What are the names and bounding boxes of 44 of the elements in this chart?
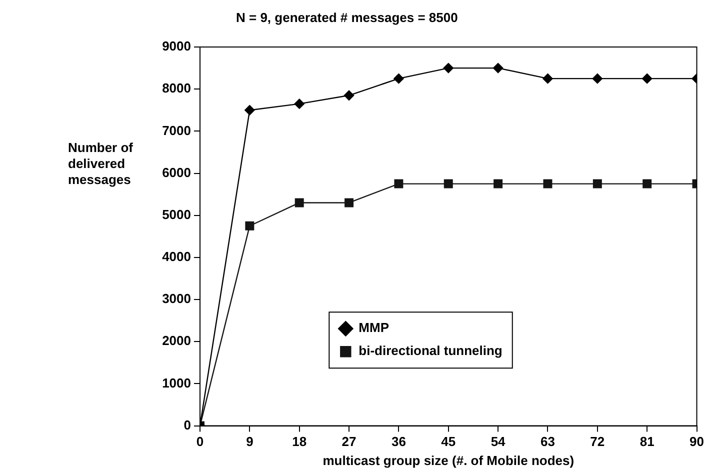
- point: [443, 62, 454, 74]
- x-axis-title: multicast group size (#. of Mobile nodes): [322, 452, 574, 468]
- point: [543, 179, 552, 188]
- x-tick-label: 36: [391, 434, 406, 450]
- point: [492, 62, 504, 74]
- y-tick-label: 2000: [162, 333, 191, 348]
- point: [394, 73, 404, 84]
- point: [592, 179, 602, 188]
- y-tick-label: 8000: [162, 80, 191, 96]
- y-axis-title: Number of delivered messages: [68, 140, 134, 188]
- x-tick-label: 27: [342, 434, 356, 450]
- y-tick-label: 6000: [162, 164, 191, 180]
- x-tick-label: 9: [246, 434, 254, 450]
- y-tick-label: 4000: [162, 249, 191, 264]
- y-tick-label: 1000: [162, 375, 191, 390]
- x-tick-label: 90: [690, 434, 704, 450]
- point: [642, 73, 652, 84]
- point: [294, 198, 304, 208]
- point: [245, 221, 254, 230]
- y-tick-label: 5000: [162, 206, 191, 222]
- x-tick-label: 54: [490, 434, 506, 450]
- point: [394, 179, 404, 188]
- x-tick-label: 18: [292, 434, 307, 450]
- y-tick-label: 9000: [162, 38, 191, 54]
- point: [244, 105, 255, 116]
- point: [542, 73, 553, 84]
- y-tick-label: 7000: [162, 122, 191, 138]
- point: [642, 179, 652, 188]
- y-tick-label: 3000: [162, 291, 191, 306]
- point: [494, 179, 503, 188]
- x-tick-label: 0: [196, 434, 204, 450]
- legend-label: MMP: [358, 320, 390, 336]
- point: [344, 198, 354, 208]
- point: [344, 90, 354, 100]
- point: [444, 179, 453, 188]
- x-tick-label: 81: [640, 434, 654, 450]
- point: [294, 98, 304, 109]
- y-tick-label: 0: [184, 417, 191, 432]
- x-tick-label: 63: [540, 434, 555, 450]
- legend-label: bi-directional tunneling: [358, 343, 502, 358]
- x-tick-label: 72: [590, 434, 605, 450]
- x-tick-label: 45: [441, 434, 456, 450]
- chart-title: N = 9, generated # messages = 8500: [236, 10, 458, 25]
- point: [592, 73, 603, 84]
